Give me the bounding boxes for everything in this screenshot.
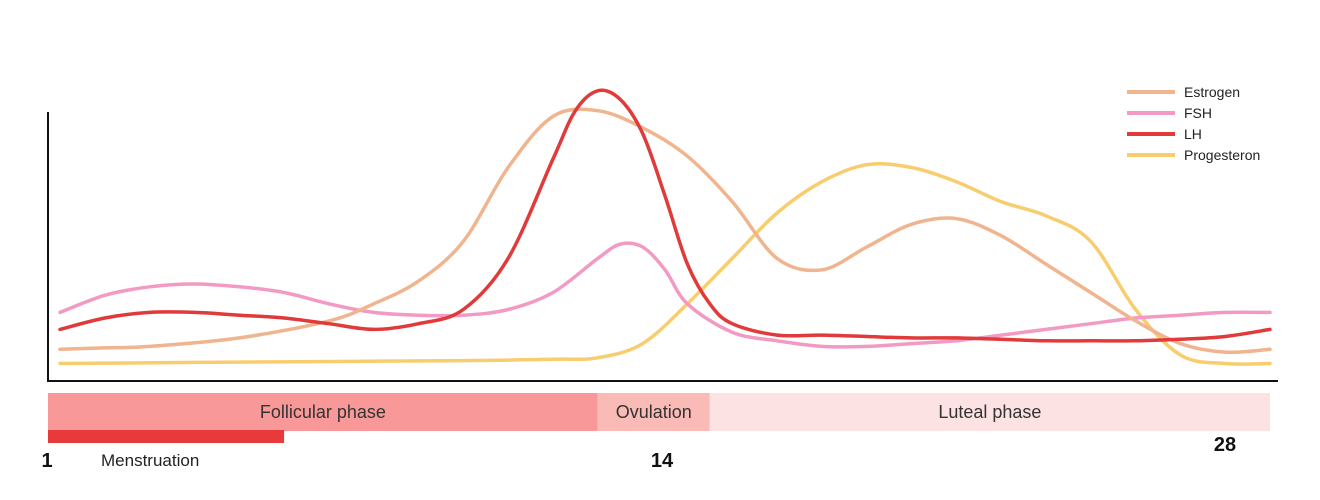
legend-label-fsh: FSH bbox=[1184, 105, 1212, 121]
legend-label-progesteron: Progesteron bbox=[1184, 147, 1260, 163]
day-label-14: 14 bbox=[651, 450, 674, 472]
phase-label-follicular-phase: Follicular phase bbox=[260, 402, 386, 422]
phase-segment-luteal-phase bbox=[709, 393, 1270, 431]
series-line-fsh bbox=[58, 241, 1272, 349]
phase-label-luteal-phase: Luteal phase bbox=[938, 402, 1041, 422]
menstruation-label: Menstruation bbox=[101, 451, 199, 470]
phase-label-ovulation: Ovulation bbox=[616, 402, 692, 422]
phase-segment-ovulation bbox=[597, 393, 710, 431]
day-labels: 1 14 28 bbox=[41, 434, 1236, 472]
series-line-progesteron bbox=[58, 161, 1272, 366]
axes bbox=[47, 112, 1278, 382]
menstruation-bar-group: Menstruation bbox=[48, 430, 285, 470]
day-label-28: 28 bbox=[1214, 434, 1236, 456]
legend-label-estrogen: Estrogen bbox=[1184, 84, 1240, 100]
series-line-estrogen bbox=[58, 107, 1272, 355]
phase-bar: Follicular phase Ovulation Luteal phase bbox=[48, 393, 1270, 431]
day-label-1: 1 bbox=[41, 450, 52, 472]
legend: Estrogen FSH LH Progesteron bbox=[1127, 84, 1260, 163]
series-line-lh bbox=[58, 88, 1272, 343]
series-lines bbox=[58, 88, 1272, 366]
phase-segment-follicular-phase bbox=[48, 393, 598, 431]
menstruation-bar bbox=[48, 430, 285, 443]
legend-label-lh: LH bbox=[1184, 126, 1202, 142]
